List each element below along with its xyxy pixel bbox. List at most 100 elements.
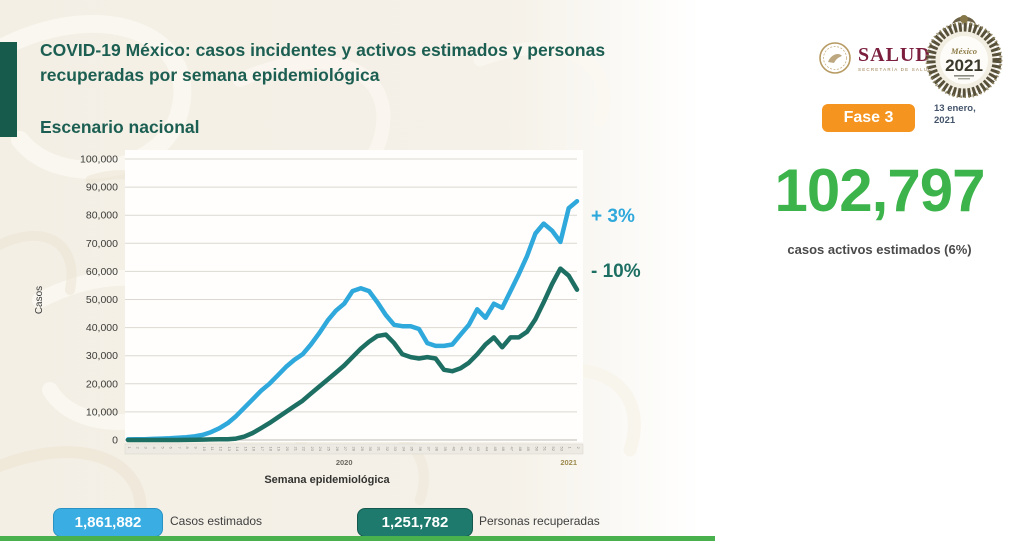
x-tick-label: 46 bbox=[501, 447, 506, 452]
x-tick-label: 33 bbox=[393, 447, 398, 452]
x-tick-label: 22 bbox=[302, 447, 307, 452]
x-tick-label: 32 bbox=[385, 447, 390, 452]
x-tick-label: 17 bbox=[260, 447, 265, 452]
line-chart: 0 10,000 20,000 30,000 40,000 50,000 60,000 70,… bbox=[34, 150, 641, 486]
x-tick-label: 49 bbox=[526, 447, 531, 452]
active-cases-stat: 102,797 casos activos estimados (6%) bbox=[742, 157, 1017, 258]
recovered-badge: 1,251,782 bbox=[357, 508, 473, 537]
annotation-casos-estimados: + 3% bbox=[591, 206, 635, 227]
y-tick-label: 20,000 bbox=[86, 378, 118, 390]
page-title-line1: COVID-19 México: casos incidentes y acti… bbox=[40, 40, 606, 60]
x-tick-label: 26 bbox=[335, 447, 340, 452]
x-tick-label: 45 bbox=[493, 447, 498, 452]
date-line1: 13 enero, bbox=[934, 103, 976, 114]
x-tick-label: 16 bbox=[252, 447, 257, 452]
x-tick-label: 9 bbox=[194, 447, 199, 450]
x-tick-label: 37 bbox=[426, 447, 431, 452]
x-tick-label: 36 bbox=[418, 447, 423, 452]
x-tick-label: 38 bbox=[435, 447, 440, 452]
x-tick-label: 43 bbox=[476, 447, 481, 452]
salud-wordmark: SALUD bbox=[858, 43, 931, 66]
page-title-line2: recuperadas por semana epidemiológica bbox=[40, 65, 380, 85]
x-tick-label: 20 bbox=[285, 447, 290, 452]
date-line2: 2021 bbox=[934, 115, 956, 126]
y-tick-label: 0 bbox=[112, 435, 118, 447]
x-tick-label: 24 bbox=[318, 447, 323, 452]
estimated-cases-label: Casos estimados bbox=[170, 514, 263, 528]
date-label: 13 enero, 2021 bbox=[934, 103, 976, 127]
salud-eagle-icon bbox=[819, 42, 851, 74]
x-tick-label: 8 bbox=[185, 447, 190, 450]
bottom-green-bar bbox=[0, 536, 715, 541]
x-tick-label: 14 bbox=[235, 447, 240, 452]
x-tick-label: 10 bbox=[202, 447, 207, 452]
mexico-2021-emblem: México 2021 bbox=[924, 10, 1004, 103]
x-tick-label: 3 bbox=[144, 447, 149, 450]
year-marker: 2021 bbox=[560, 458, 577, 467]
x-tick-label: 4 bbox=[152, 447, 157, 450]
x-tick-label: 30 bbox=[368, 447, 373, 452]
salud-text: SALUD SECRETARÍA DE SALUD bbox=[858, 45, 933, 72]
x-tick-label: 31 bbox=[376, 447, 381, 452]
y-tick-label: 30,000 bbox=[86, 350, 118, 362]
x-axis-title: Semana epidemiológica bbox=[264, 474, 390, 486]
y-tick-label: 40,000 bbox=[86, 322, 118, 334]
x-tick-label: 29 bbox=[360, 447, 365, 452]
x-tick-label: 47 bbox=[509, 447, 514, 452]
x-tick-label: 2 bbox=[135, 447, 140, 450]
x-tick-label: 18 bbox=[268, 447, 273, 452]
page-title: COVID-19 México: casos incidentes y acti… bbox=[40, 38, 740, 88]
year-marker: 2020 bbox=[336, 458, 353, 467]
y-tick-label: 10,000 bbox=[86, 406, 118, 418]
y-tick-label: 50,000 bbox=[86, 294, 118, 306]
y-tick-label: 90,000 bbox=[86, 182, 118, 194]
x-tick-label: 41 bbox=[460, 447, 465, 452]
chart-container: 0 10,000 20,000 30,000 40,000 50,000 60,000 70,… bbox=[30, 148, 690, 498]
estimated-cases-badge: 1,861,882 bbox=[53, 508, 163, 537]
active-cases-label: casos activos estimados (6%) bbox=[787, 242, 972, 257]
x-tick-label: 48 bbox=[518, 447, 523, 452]
active-cases-value: 102,797 bbox=[774, 157, 986, 224]
x-tick-label: 42 bbox=[468, 447, 473, 452]
salud-logo: SALUD SECRETARÍA DE SALUD bbox=[818, 40, 933, 76]
salud-subtext: SECRETARÍA DE SALUD bbox=[858, 66, 933, 72]
x-tick-label: 52 bbox=[551, 447, 556, 452]
y-tick-label: 70,000 bbox=[86, 238, 118, 250]
x-tick-label: 53 bbox=[559, 447, 564, 452]
x-tick-label: 1 bbox=[568, 447, 573, 450]
x-tick-label: 27 bbox=[343, 447, 348, 452]
x-tick-label: 11 bbox=[210, 447, 215, 452]
x-tick-label: 21 bbox=[293, 447, 298, 452]
x-tick-label: 39 bbox=[443, 447, 448, 452]
x-tick-label: 2 bbox=[576, 447, 581, 450]
title-accent-bar bbox=[0, 42, 17, 137]
x-tick-label: 19 bbox=[277, 447, 282, 452]
x-tick-label: 5 bbox=[160, 447, 165, 450]
x-axis-band bbox=[124, 443, 584, 455]
gridlines-and-yticks: 0 10,000 20,000 30,000 40,000 50,000 60,000 70,… bbox=[80, 154, 577, 447]
x-tick-label: 12 bbox=[218, 447, 223, 452]
x-tick-label: 7 bbox=[177, 447, 182, 450]
x-tick-label: 51 bbox=[543, 447, 548, 452]
x-tick-label: 23 bbox=[310, 447, 315, 452]
x-tick-label: 1 bbox=[127, 447, 132, 450]
x-tick-label: 13 bbox=[227, 447, 232, 452]
xtick-labels: 1 2 3 4 5 6 7 8 9 10 11 12 13 14 15 16 17 18 19 20 21 22 23 24 2… bbox=[127, 447, 581, 468]
plot-area bbox=[125, 150, 583, 442]
series-line-1 bbox=[125, 266, 580, 443]
emblem-mexico-text: México bbox=[950, 46, 977, 56]
y-axis-title: Casos bbox=[34, 286, 45, 314]
x-tick-label: 15 bbox=[243, 447, 248, 452]
page-subtitle: Escenario nacional bbox=[40, 117, 200, 137]
chart-series bbox=[125, 198, 580, 443]
x-tick-label: 50 bbox=[534, 447, 539, 452]
mexico-2021-icon: México 2021 bbox=[925, 15, 1003, 99]
x-tick-label: 44 bbox=[485, 447, 490, 452]
x-tick-label: 34 bbox=[401, 447, 406, 452]
y-tick-label: 80,000 bbox=[86, 210, 118, 222]
y-tick-label: 60,000 bbox=[86, 266, 118, 278]
x-tick-label: 35 bbox=[410, 447, 415, 452]
series-line-0 bbox=[125, 198, 580, 442]
x-tick-label: 25 bbox=[327, 447, 332, 452]
